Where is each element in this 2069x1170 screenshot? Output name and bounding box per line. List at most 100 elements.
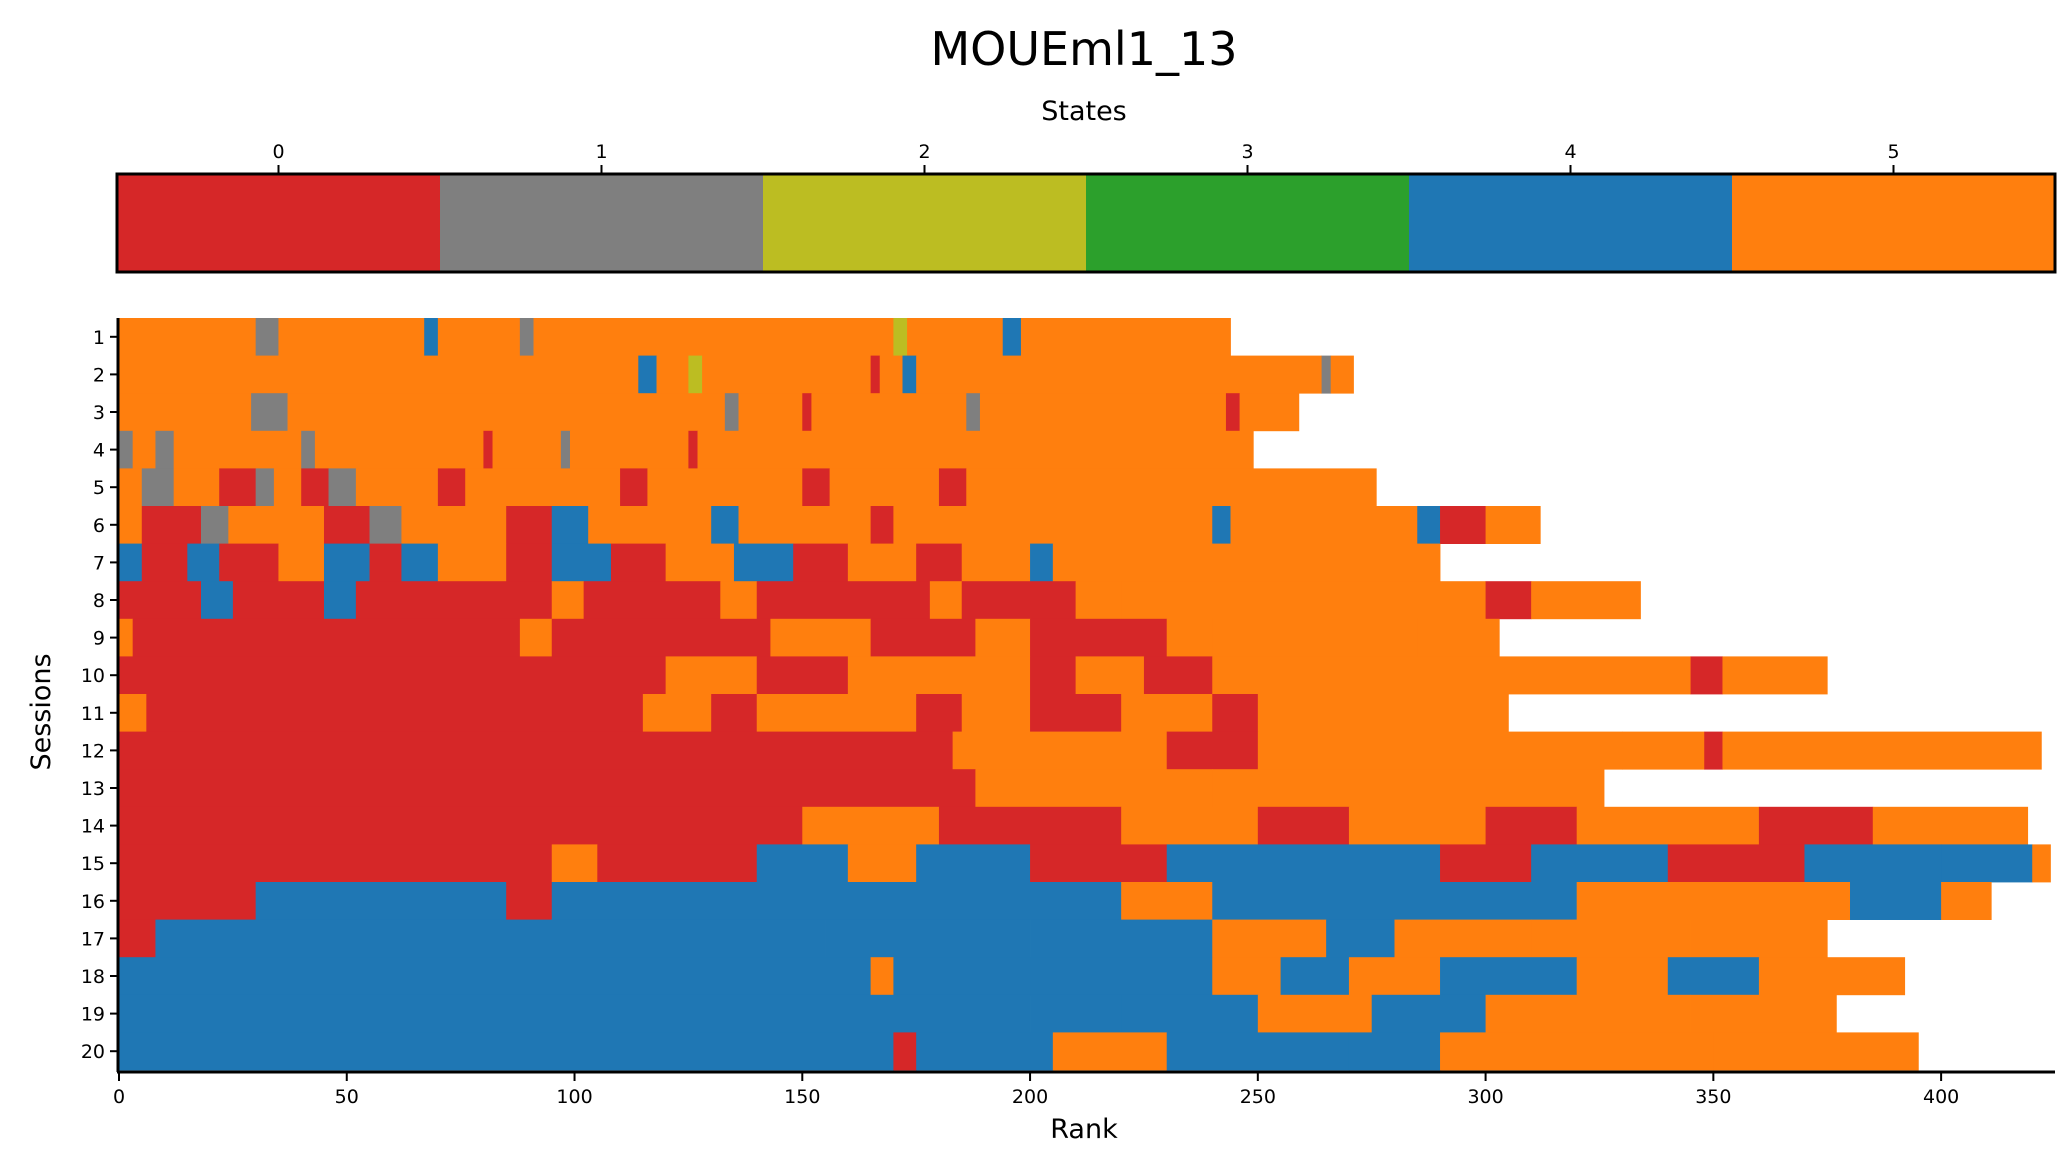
colorbar-tick-label: 0 [272,141,284,163]
session-row-14 [119,806,2029,845]
y-tick-label: 19 [81,1004,105,1026]
state-segment [1257,806,1350,845]
state-segment [1348,806,1486,845]
state-segment [1622,731,1705,770]
y-tick-label: 9 [93,628,105,650]
state-segment [533,318,894,356]
state-segment [119,581,202,620]
state-segment [119,957,872,996]
colorbar-swatch-3 [1086,174,1410,272]
state-segment [1030,543,1054,582]
state-segment [802,468,831,507]
state-segment [870,957,894,996]
state-segment [1941,844,2033,883]
state-segment [1280,769,1605,808]
session-row-9 [119,618,1500,657]
state-segment [1002,318,1022,356]
state-segment [1075,656,1145,695]
state-segment [916,543,963,582]
colorbar-tick-label: 2 [918,141,930,163]
state-segment [273,468,302,507]
state-segment [961,581,1077,620]
state-segment [1713,1032,1919,1071]
state-segment [847,844,917,883]
state-segment [200,581,234,620]
state-segment [966,393,981,432]
state-segment [1257,694,1509,732]
state-segment [688,355,703,394]
state-segment [2032,844,2051,883]
y-tick-label: 3 [93,402,105,424]
state-segment [829,468,940,507]
state-segment [697,430,1254,469]
state-segment [1440,844,1532,883]
state-segment [401,506,507,544]
state-segment [173,468,220,507]
state-segment [738,506,872,544]
session-row-16 [119,882,1992,920]
session-row-17 [119,919,1828,958]
state-segment [1212,506,1231,544]
state-segment [720,581,758,620]
state-segment [1576,957,1669,996]
state-segment [1212,656,1691,695]
session-row-5 [119,468,1377,507]
state-segment [1030,994,1122,1033]
state-segment [1348,957,1441,996]
state-segment [301,468,329,507]
state-segment [966,468,1377,507]
x-tick-label: 0 [113,1086,125,1108]
state-segment [1030,618,1168,657]
state-segment [1348,1032,1441,1071]
state-segment [119,1032,894,1071]
state-segment [1804,844,1942,883]
state-segment [132,618,521,657]
state-segment [1690,994,1837,1033]
x-tick-label: 50 [335,1086,359,1108]
colorbar: 0 1 2 3 4 5 [115,141,2057,274]
state-segment [979,393,1227,432]
state-segment [119,769,976,808]
state-segment [1485,506,1541,544]
state-segment [437,543,507,582]
state-segment [1485,806,1578,845]
y-tick-label: 17 [81,928,105,950]
state-segment [401,543,439,582]
state-segment [519,618,553,657]
state-segment [610,543,667,582]
state-segment [155,430,175,469]
state-segment [802,393,812,432]
x-tick-label: 250 [1240,1086,1276,1108]
colorbar-tick-label: 3 [1241,141,1253,163]
state-segment [1166,731,1259,770]
y-tick-label: 15 [81,853,105,875]
state-segment [569,430,689,469]
state-segment [465,468,621,507]
state-segment [219,543,279,582]
state-segment [916,355,1322,394]
state-segment [1052,1032,1168,1071]
session-row-15 [119,844,2051,883]
state-segment [756,581,931,620]
y-tick-label: 8 [93,590,105,612]
state-segment [173,430,302,469]
state-segment [255,882,507,920]
state-segment [119,468,143,507]
state-segment [355,581,553,620]
y-tick-label: 4 [93,440,105,462]
y-tick-label: 16 [81,891,105,913]
state-segment [355,468,439,507]
state-segment [1576,806,1760,845]
state-segment [1212,694,1259,732]
state-segment [141,468,175,507]
state-segment [1030,844,1168,883]
state-segment [323,581,357,620]
y-axis-label: Sessions [26,653,57,770]
state-segment [146,694,644,732]
y-tick-label: 13 [81,778,105,800]
state-segment [119,919,156,958]
session-row-4 [119,430,1254,469]
state-segment [1280,957,1350,996]
session-row-3 [119,393,1300,432]
